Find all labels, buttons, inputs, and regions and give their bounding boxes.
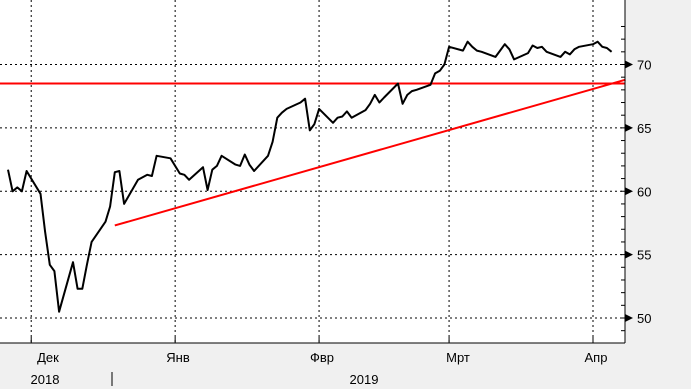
y-tick-marker (625, 187, 633, 196)
y-axis: 50 55 60 65 70 (621, 0, 651, 343)
x-month-label: Дек (37, 350, 59, 365)
x-year-label: 2018 (31, 372, 60, 387)
y-tick-label: 50 (637, 311, 651, 326)
y-tick-label: 65 (637, 121, 651, 136)
trend-line (114, 78, 626, 227)
x-month-label: Янв (166, 350, 190, 365)
y-tick-marker (625, 123, 633, 132)
x-month-label: Мрт (446, 350, 470, 365)
reference-lines (0, 78, 626, 227)
grid-lines (0, 0, 625, 343)
y-tick-marker (625, 60, 633, 69)
y-tick-marker (625, 250, 633, 259)
y-tick-label: 60 (637, 184, 651, 199)
x-year-label: 2019 (350, 372, 379, 387)
plot-area (0, 0, 625, 343)
x-month-label: Апр (585, 350, 608, 365)
y-tick-marker (625, 314, 633, 322)
x-axis: Дек Янв Фвр Мрт Апр 2018 2019 (0, 337, 625, 387)
x-month-label: Фвр (310, 350, 334, 365)
price-series (7, 40, 613, 313)
y-tick-label: 55 (637, 248, 651, 263)
y-tick-label: 70 (637, 58, 651, 73)
